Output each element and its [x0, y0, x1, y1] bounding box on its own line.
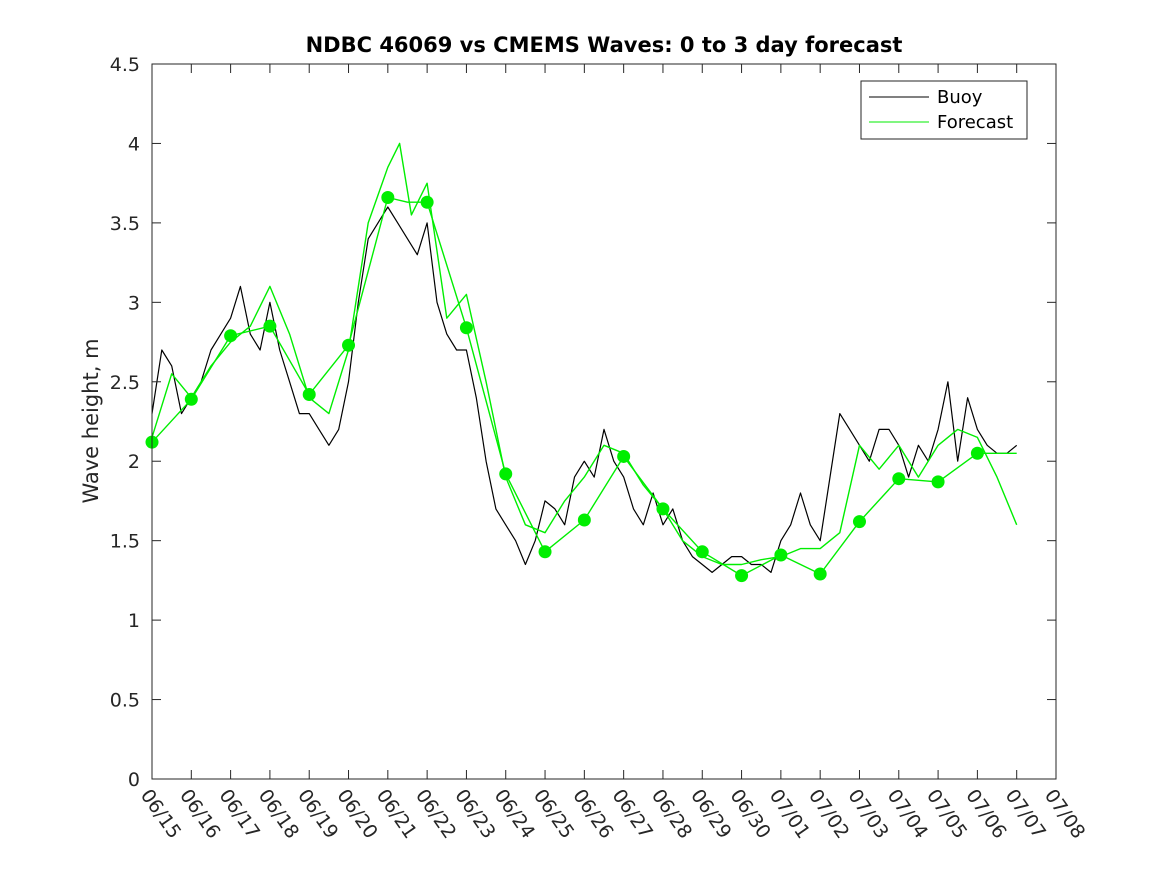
- forecast-marker-point: [459, 321, 473, 335]
- y-tick-label: 1: [128, 610, 140, 632]
- plot-area: [152, 64, 1056, 779]
- y-tick-label: 0: [128, 769, 140, 791]
- forecast-marker-point: [381, 190, 395, 204]
- forecast-marker-point: [735, 569, 749, 583]
- forecast-marker-point: [892, 472, 906, 486]
- legend-forecast-label: Forecast: [937, 112, 1013, 133]
- y-tick-label: 4.5: [110, 54, 140, 76]
- forecast-marker-point: [499, 467, 513, 481]
- forecast-marker-point: [302, 387, 316, 401]
- y-tick-label: 1.5: [110, 531, 140, 553]
- forecast-marker-point: [184, 392, 198, 406]
- forecast-marker-point: [970, 446, 984, 460]
- y-tick-label: 3.5: [110, 213, 140, 235]
- legend: Buoy Forecast: [860, 80, 1028, 140]
- forecast-marker-point: [656, 502, 670, 516]
- forecast-marker-point: [538, 545, 552, 559]
- forecast-marker-point: [617, 449, 631, 463]
- y-tick-label: 3: [128, 292, 140, 314]
- forecast-marker-point: [813, 567, 827, 581]
- legend-buoy-label: Buoy: [937, 87, 983, 108]
- series-layer: [151, 142, 1018, 577]
- forecast-marker-point: [577, 513, 591, 527]
- forecast-marker-point: [420, 195, 434, 209]
- y-tick-label: 2.5: [110, 372, 140, 394]
- forecast-marker-point: [342, 338, 356, 352]
- forecast-marker-point: [695, 545, 709, 559]
- forecast-marker-point: [852, 515, 866, 529]
- series-line-2: [151, 196, 1017, 577]
- forecast-marker-point: [224, 329, 238, 343]
- forecast-marker-point: [263, 319, 277, 333]
- marker-layer: [145, 190, 984, 583]
- y-axis-label: Wave height, m: [79, 338, 103, 503]
- y-axis-ticks: 0 0.5 1 1.5 2 2.5 3 3.5 4 4.5: [110, 54, 1056, 791]
- series-line-0: [151, 206, 1018, 574]
- chart-title: NDBC 46069 vs CMEMS Waves: 0 to 3 day fo…: [306, 33, 903, 57]
- y-tick-label: 4: [128, 133, 140, 155]
- forecast-marker-point: [931, 475, 945, 489]
- axes-box: [151, 63, 1057, 780]
- y-tick-label: 2: [128, 451, 140, 473]
- forecast-marker-point: [774, 548, 788, 562]
- series-line-1: [151, 142, 1018, 566]
- legend-box: [860, 80, 1028, 140]
- y-tick-label: 0.5: [110, 690, 140, 712]
